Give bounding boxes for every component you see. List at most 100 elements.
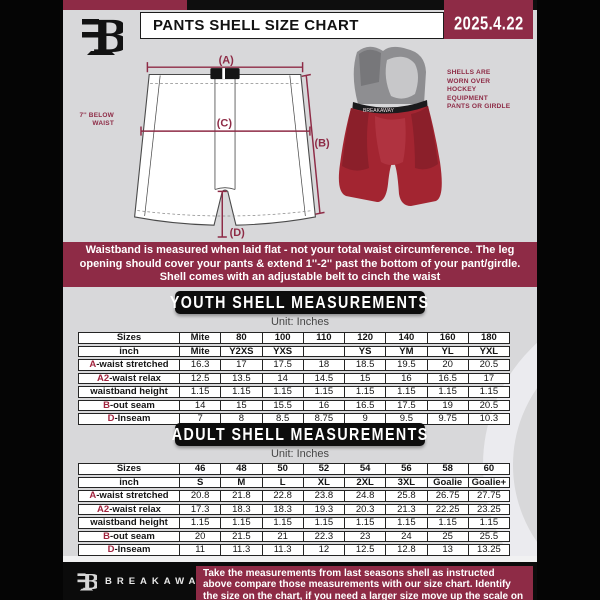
table-cell: 20.5 <box>468 359 510 371</box>
table-cell: 19 <box>427 399 469 411</box>
page-title: PANTS SHELL SIZE CHART <box>140 12 444 39</box>
table-row: inch S M L XL 2XL 3XL Goalie Goalie+ <box>78 476 510 488</box>
table-cell: 22.25 <box>427 503 469 515</box>
table-cell: 18.3 <box>221 503 263 515</box>
row-label: waistband height <box>78 517 180 529</box>
table-cell: 24.8 <box>345 490 387 502</box>
table-cell: 18 <box>303 359 345 371</box>
table-cell: Goalie+ <box>468 476 510 488</box>
table-cell: 1.15 <box>221 517 263 529</box>
svg-text:BREAKAWAY: BREAKAWAY <box>363 108 395 114</box>
table-cell: 26.75 <box>427 490 469 502</box>
breakaway-logo-icon: B <box>77 569 97 593</box>
table-cell: 25 <box>427 530 469 542</box>
photo-caption: SHELLS ARE WORN OVER HOCKEY EQUIPMENT PA… <box>447 69 511 111</box>
divider-strip <box>63 556 537 562</box>
table-row: waistband height 1.15 1.15 1.15 1.15 1.15 1.15… <box>78 517 510 529</box>
table-cell: 14.5 <box>303 372 345 384</box>
table-row: D-Inseam 11 11.3 11.3 12 12.5 12.8 13 13.25 <box>78 544 510 556</box>
footer-instructions: Take the measurements from last seasons … <box>196 566 533 600</box>
youth-unit-label: Unit: Inches <box>270 316 330 328</box>
shell-photo: BREAKAWAY <box>338 46 442 206</box>
diagram-label-a: (A) <box>219 55 235 67</box>
table-cell: 15 <box>345 372 387 384</box>
table-cell: 1.15 <box>180 386 222 398</box>
table-cell: 11 <box>180 544 222 556</box>
table-cell: 17 <box>468 372 510 384</box>
table-cell: YXS <box>262 345 304 357</box>
table-cell: Y2XS <box>221 345 263 357</box>
table-cell: 54 <box>345 463 387 475</box>
row-label: Sizes <box>78 332 180 344</box>
diagram-label-b: (B) <box>314 138 330 150</box>
table-cell: 21 <box>262 530 304 542</box>
row-label: A2-waist relax <box>78 503 180 515</box>
table-cell: 20.8 <box>180 490 222 502</box>
table-cell: 18.3 <box>262 503 304 515</box>
table-cell: 140 <box>386 332 428 344</box>
table-cell: 12 <box>303 544 345 556</box>
table-row: Sizes 46 48 50 52 54 56 58 60 <box>78 463 510 475</box>
table-cell: 120 <box>345 332 387 344</box>
svg-text:B: B <box>82 569 97 593</box>
table-cell: M <box>221 476 263 488</box>
table-cell: 11.3 <box>221 544 263 556</box>
date-badge: 2025.4.22 <box>444 0 533 39</box>
youth-section-title: YOUTH SHELL MEASUREMENTS <box>170 292 430 313</box>
table-cell: 1.15 <box>468 517 510 529</box>
table-cell: 180 <box>468 332 510 344</box>
table-cell: 1.15 <box>303 386 345 398</box>
table-cell: 20 <box>180 530 222 542</box>
table-row: A2-waist relax 17.3 18.3 18.3 19.3 20.3 21.3 22… <box>78 503 510 515</box>
row-label: B-out seam <box>78 399 180 411</box>
table-cell: Mite <box>180 332 222 344</box>
table-cell: 10.3 <box>468 413 510 425</box>
table-row: D-Inseam 7 8 8.5 8.75 9 9.5 9.75 10.3 <box>78 413 510 425</box>
table-row: A-waist stretched 16.3 17 17.5 18 18.5 19.5 20 2… <box>78 359 510 371</box>
row-label: D-Inseam <box>78 413 180 425</box>
table-cell: 100 <box>262 332 304 344</box>
table-cell: 1.15 <box>427 386 469 398</box>
page-title-text: PANTS SHELL SIZE CHART <box>153 17 359 34</box>
table-cell: 9.75 <box>427 413 469 425</box>
table-cell: 3XL <box>386 476 428 488</box>
table-row: Sizes Mite 80 100 110 120 140 160 180 <box>78 332 510 344</box>
table-cell: YM <box>386 345 428 357</box>
table-cell: 22.8 <box>262 490 304 502</box>
table-cell: 27.75 <box>468 490 510 502</box>
table-cell: 17 <box>221 359 263 371</box>
table-cell: Goalie <box>427 476 469 488</box>
row-label: A-waist stretched <box>78 490 180 502</box>
table-cell: 20 <box>427 359 469 371</box>
youth-size-table: Sizes Mite 80 100 110 120 140 160 180 inch Mite Y2X… <box>78 330 510 427</box>
table-cell: 1.15 <box>345 386 387 398</box>
measurement-instructions-banner: Waistband is measured when laid flat - n… <box>63 242 537 287</box>
date-text: 2025.4.22 <box>453 14 524 35</box>
footer-logo: B BREAKAWAY <box>77 569 211 593</box>
table-cell: 58 <box>427 463 469 475</box>
table-cell: 12.8 <box>386 544 428 556</box>
table-cell: 22.3 <box>303 530 345 542</box>
table-cell: 15 <box>221 399 263 411</box>
row-label: D-Inseam <box>78 544 180 556</box>
table-cell: 20.5 <box>468 399 510 411</box>
table-cell: 16.5 <box>427 372 469 384</box>
table-cell: 13 <box>427 544 469 556</box>
adult-size-table: Sizes 46 48 50 52 54 56 58 60 inch S M L XL 2XL 3XL Goal… <box>78 461 510 558</box>
table-cell: S <box>180 476 222 488</box>
table-cell: YL <box>427 345 469 357</box>
table-cell: 12.5 <box>345 544 387 556</box>
table-row: A2-waist relax 12.5 13.5 14 14.5 15 16 16.5 17 <box>78 372 510 384</box>
table-cell: 46 <box>180 463 222 475</box>
table-cell: 48 <box>221 463 263 475</box>
table-cell: 80 <box>221 332 263 344</box>
table-cell: Mite <box>180 345 222 357</box>
diagram-label-c: (C) <box>217 118 233 130</box>
table-cell: 16 <box>386 372 428 384</box>
table-cell: 160 <box>427 332 469 344</box>
table-cell: 11.3 <box>262 544 304 556</box>
table-cell: 21.8 <box>221 490 263 502</box>
table-cell: 19.5 <box>386 359 428 371</box>
table-cell: 17.5 <box>386 399 428 411</box>
table-cell: 21.5 <box>221 530 263 542</box>
